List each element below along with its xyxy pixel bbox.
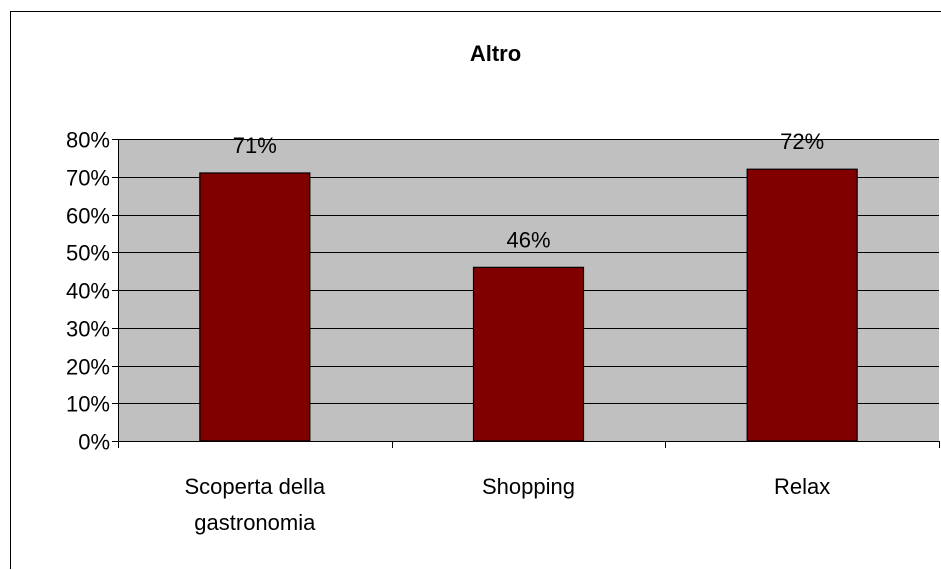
data-labels: 71% 46% 72% (233, 129, 824, 252)
bars (199, 168, 858, 442)
category-label: Shopping (482, 474, 575, 499)
y-tick-labels: 0% 10% 20% 30% 40% 50% 60% 70% 80% (66, 128, 110, 455)
data-label: 72% (780, 129, 824, 154)
y-tick-label: 80% (66, 128, 110, 153)
category-label: Scoperta della gastronomia (185, 474, 326, 535)
category-label-line: Scoperta della (185, 474, 326, 499)
category-label: Relax (774, 474, 830, 499)
chart-frame: 0% 10% 20% 30% 40% 50% 60% 70% 80% Scoperta dell… (10, 11, 941, 569)
category-labels: Scoperta della gastronomia Shopping Relax (185, 474, 831, 535)
category-label-line: gastronomia (194, 510, 316, 535)
y-tick-label: 10% (66, 392, 110, 417)
y-tick-label: 70% (66, 166, 110, 191)
y-tick-label: 40% (66, 279, 110, 304)
axes (112, 139, 940, 448)
bar (746, 168, 858, 442)
data-label: 71% (233, 133, 277, 158)
bar-chart: 0% 10% 20% 30% 40% 50% 60% 70% 80% Scoperta dell… (66, 41, 940, 535)
category-label-line: Shopping (482, 474, 575, 499)
y-tick-label: 50% (66, 241, 110, 266)
category-label-line: Relax (774, 474, 830, 499)
bar (199, 172, 311, 442)
bar (472, 266, 585, 442)
y-tick-label: 30% (66, 317, 110, 342)
y-tick-label: 60% (66, 204, 110, 229)
chart-title: Altro (470, 41, 521, 66)
y-tick-label: 20% (66, 355, 110, 380)
y-tick-label: 0% (78, 430, 110, 455)
data-label: 46% (506, 227, 550, 252)
